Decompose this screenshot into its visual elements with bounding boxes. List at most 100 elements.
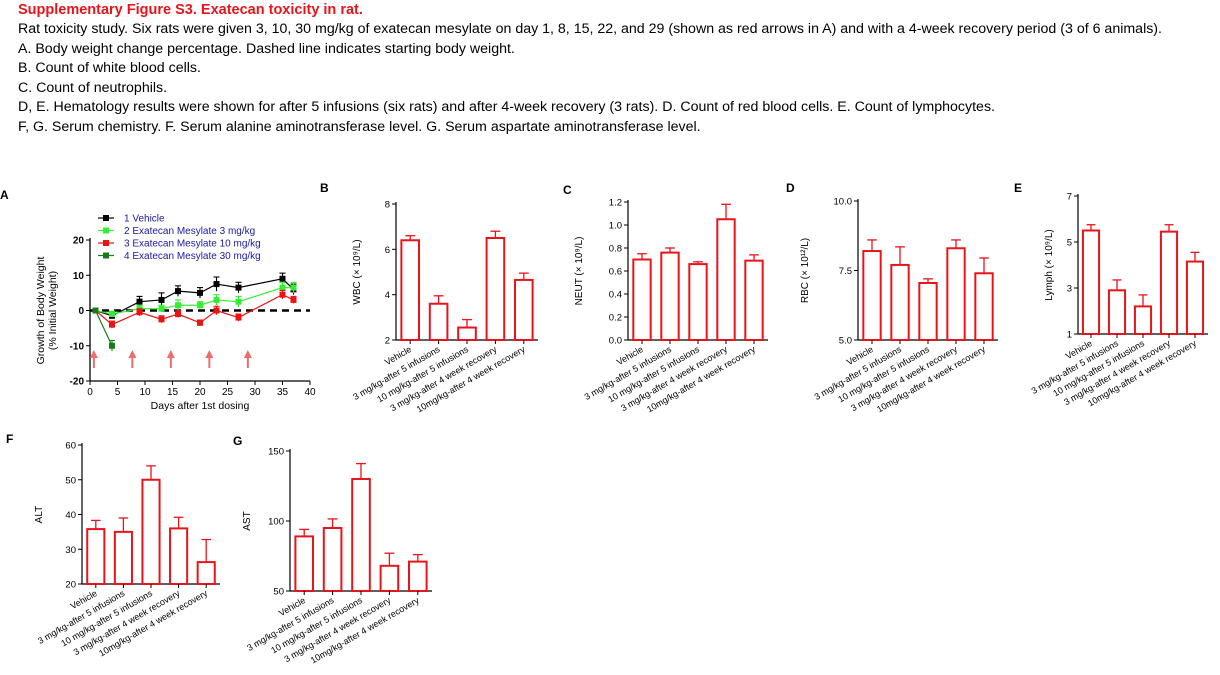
data-point [109, 321, 115, 328]
y-tick-label: 50 [273, 587, 284, 598]
bar [974, 272, 994, 341]
y-axis-label: RBC (× 10¹²/L) [800, 238, 811, 303]
y-tick-label: 1 [1067, 330, 1072, 341]
y-tick-label: 8 [385, 200, 390, 211]
panel-label-g: G [233, 434, 242, 448]
y-tick-label: -10 [70, 341, 85, 352]
panel-label-f: F [6, 432, 13, 446]
panel-label-e: E [1014, 181, 1022, 195]
figure-title: Supplementary Figure S3. Exatecan toxici… [18, 2, 363, 18]
data-point [158, 305, 165, 312]
bar [632, 258, 652, 341]
dosing-arrow-head [205, 350, 214, 358]
y-tick-label: 150 [268, 447, 284, 458]
legend-marker [103, 227, 109, 234]
panel-a-chart: -20 -10 0 10 20 0 5 10 15 20 25 30 35 40 Days after 1s… [35, 214, 316, 413]
legend-label: 4 Exatecan Mesylate 30 mg/kg [124, 251, 261, 262]
data-point [109, 342, 115, 349]
data-point [235, 284, 242, 291]
bar [744, 259, 764, 341]
data-point [279, 284, 286, 291]
y-axis-label: Lymph (× 10⁹/L) [1044, 229, 1055, 300]
data-point [175, 288, 181, 295]
legend-marker [103, 215, 109, 221]
y-tick-label: 40 [65, 510, 76, 521]
bar [485, 237, 506, 341]
panel-label-c: C [563, 183, 572, 197]
bar [1107, 289, 1127, 335]
caption-line: B. Count of white blood cells. [18, 60, 201, 76]
y-axis-label: WBC (× 10⁹/L) [352, 239, 363, 304]
y-tick-label: 10 [73, 271, 85, 282]
legend-marker [103, 240, 109, 246]
y-tick-label: 3 [1067, 284, 1072, 295]
data-point [109, 311, 115, 318]
data-point [175, 302, 181, 309]
y-tick-label: 20 [65, 580, 76, 591]
data-point [279, 275, 286, 282]
bar [141, 478, 161, 585]
y-tick-label: -20 [70, 377, 85, 388]
series-line [94, 310, 113, 347]
panel-label-d: D [786, 181, 795, 195]
y-axis-label: NEUT (× 10⁹/L) [574, 237, 585, 306]
x-tick-label: 0 [87, 387, 93, 398]
y-tick-label: 50 [65, 475, 76, 486]
dosing-arrow-head [89, 350, 98, 358]
y-tick-label: 60 [65, 441, 76, 452]
x-tick-label: 35 [277, 387, 289, 398]
bar [379, 564, 400, 592]
data-point [175, 311, 181, 318]
y-tick-label: 20 [73, 236, 85, 247]
bar [946, 247, 966, 341]
x-tick-label: 5 [115, 387, 121, 398]
bar [351, 478, 371, 592]
y-tick-label: 0.2 [609, 313, 622, 324]
y-tick-label: 30 [65, 545, 76, 556]
x-tick-label: 20 [194, 387, 206, 398]
bar [457, 326, 477, 341]
data-point [92, 307, 99, 314]
bar [890, 263, 910, 341]
series-line [95, 293, 294, 326]
bar [294, 535, 315, 593]
legend-label: 2 Exatecan Mesylate 3 mg/kg [124, 226, 255, 237]
y-axis-label: AST [242, 511, 253, 530]
y-tick-label: 2 [385, 336, 390, 347]
y-tick-label: 6 [385, 245, 390, 256]
bar [196, 561, 216, 585]
legend-marker [103, 252, 109, 259]
bar [113, 530, 133, 585]
data-point [279, 291, 286, 298]
legend-label: 1 Vehicle [124, 214, 165, 225]
y-axis-label: ALT [34, 506, 45, 524]
series-line [95, 278, 294, 317]
data-point [213, 307, 220, 314]
data-point [136, 298, 143, 305]
bar [86, 528, 106, 585]
data-point [213, 281, 220, 288]
caption-line: Rat toxicity study. Six rats were given … [18, 21, 1162, 37]
y-tick-label: 4 [385, 290, 390, 301]
x-tick-label: 25 [222, 387, 234, 398]
y-axis-label-sub: (% Initial Weight) [47, 271, 59, 350]
y-tick-label: 100 [268, 517, 284, 528]
y-tick-label: 5.0 [839, 336, 852, 347]
y-tick-label: 0.8 [609, 244, 622, 255]
data-point [197, 319, 203, 326]
dosing-arrow-head [243, 350, 252, 358]
y-tick-label: 7 [1067, 192, 1072, 203]
y-tick-label: 0.4 [609, 290, 622, 301]
legend-label: 3 Exatecan Mesylate 10 mg/kg [124, 239, 261, 250]
data-point [158, 296, 165, 303]
caption-line: C. Count of neutrophils. [18, 79, 168, 96]
figure-caption: Supplementary Figure S3. Exatecan toxici… [18, 1, 1208, 137]
panel-label-b: B [320, 181, 329, 195]
y-axis-label: Growth of Body Weight [35, 257, 47, 365]
